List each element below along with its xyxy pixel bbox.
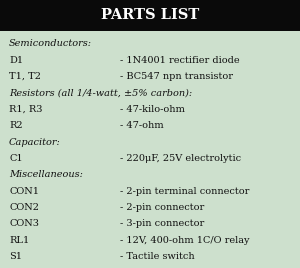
Text: - 47-kilo-ohm: - 47-kilo-ohm	[120, 105, 185, 114]
Text: Capacitor:: Capacitor:	[9, 137, 61, 147]
Text: - BC547 npn transistor: - BC547 npn transistor	[120, 72, 233, 81]
Text: - Tactile switch: - Tactile switch	[120, 252, 195, 261]
Text: Miscellaneous:: Miscellaneous:	[9, 170, 83, 179]
Text: Semiconductors:: Semiconductors:	[9, 39, 92, 48]
Text: Resistors (all 1/4-watt, ±5% carbon):: Resistors (all 1/4-watt, ±5% carbon):	[9, 88, 192, 98]
Text: - 2-pin connector: - 2-pin connector	[120, 203, 204, 212]
Text: - 220μF, 25V electrolytic: - 220μF, 25V electrolytic	[120, 154, 241, 163]
Text: CON3: CON3	[9, 219, 39, 228]
Text: PARTS LIST: PARTS LIST	[101, 8, 199, 23]
Text: RL1: RL1	[9, 236, 29, 245]
Text: CON1: CON1	[9, 187, 39, 196]
Text: - 47-ohm: - 47-ohm	[120, 121, 164, 130]
Text: - 1N4001 rectifier diode: - 1N4001 rectifier diode	[120, 56, 240, 65]
Text: CON2: CON2	[9, 203, 39, 212]
Text: S1: S1	[9, 252, 22, 261]
Text: R1, R3: R1, R3	[9, 105, 43, 114]
FancyBboxPatch shape	[0, 0, 300, 31]
Text: D1: D1	[9, 56, 23, 65]
Text: - 2-pin terminal connector: - 2-pin terminal connector	[120, 187, 249, 196]
Text: - 3-pin connector: - 3-pin connector	[120, 219, 204, 228]
Text: C1: C1	[9, 154, 22, 163]
Text: T1, T2: T1, T2	[9, 72, 41, 81]
Text: - 12V, 400-ohm 1C/O relay: - 12V, 400-ohm 1C/O relay	[120, 236, 250, 245]
Text: R2: R2	[9, 121, 22, 130]
